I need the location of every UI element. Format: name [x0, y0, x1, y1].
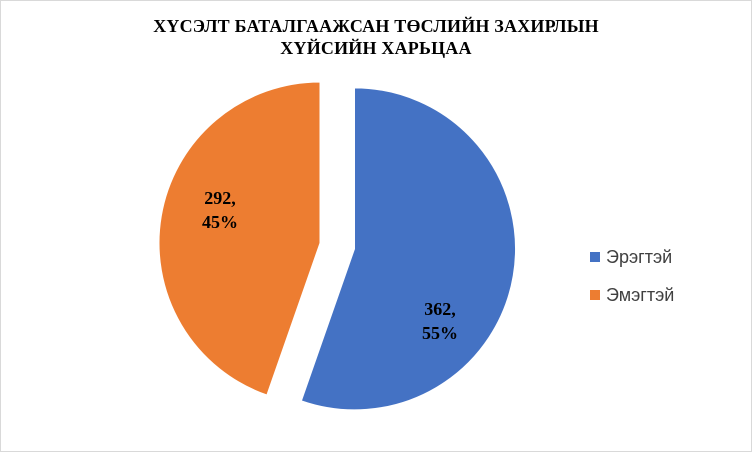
legend-label-male: Эрэгтэй: [606, 246, 673, 267]
data-label-male-percent: 55%: [422, 323, 458, 343]
data-label-female-value: 292,: [204, 188, 236, 208]
legend: Эрэгтэй Эмэгтэй: [590, 247, 674, 323]
pie-slice-female: [158, 81, 321, 396]
legend-item-female: Эмэгтэй: [590, 285, 674, 305]
legend-label-female: Эмэгтэй: [606, 284, 675, 305]
data-label-female-percent: 45%: [202, 212, 238, 232]
legend-swatch-male: [590, 252, 600, 262]
chart-title-line-2: ХҮЙСИЙН ХАРЬЦАА: [280, 38, 472, 58]
pie-slice-male: [300, 87, 517, 411]
legend-swatch-female: [590, 290, 600, 300]
legend-item-male: Эрэгтэй: [590, 247, 674, 267]
data-label-male-value: 362,: [424, 299, 456, 319]
chart-title-line-1: ХҮСЭЛТ БАТАЛГААЖСАН ТӨСЛИЙН ЗАХИРЛЫН: [153, 16, 599, 36]
chart-title: ХҮСЭЛТ БАТАЛГААЖСАН ТӨСЛИЙН ЗАХИРЛЫН ХҮЙ…: [0, 15, 752, 59]
